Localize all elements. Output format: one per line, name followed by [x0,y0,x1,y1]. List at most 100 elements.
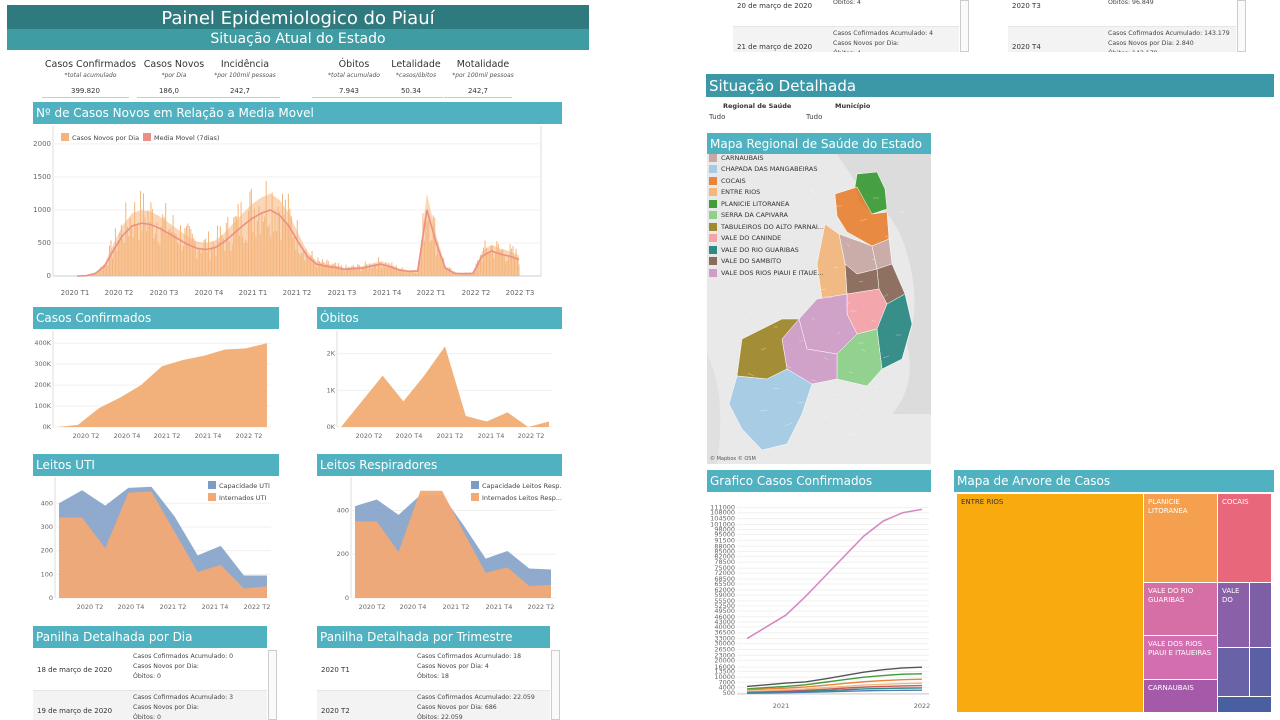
row-detail-line: Óbitos: 0 [133,673,161,680]
map-legend-item[interactable]: VALE DO SAMBITO [709,256,829,268]
row-details: Casos Cofirmados Acumulado: 4 Casos Novos… [833,27,933,52]
treemap-cell[interactable]: VALE DOS RIOS PIAUI E ITAUEIRAS [1144,636,1217,679]
map-legend-item[interactable]: SERRA DA CAPIVARA [709,210,829,222]
treemap-cell[interactable] [1250,648,1271,696]
x-tick-label: 2020 T4 [400,603,427,611]
table-row[interactable]: 2020 T3 Casos Novos por Dia: 2.127Óbitos:… [1008,0,1236,27]
map-legend-item[interactable]: PLANICIE LITORANEA [709,198,829,210]
y-tick-label: 82000 [714,552,735,560]
municipio-filter-value[interactable]: Tudo [806,113,823,121]
treemap-cell-label: COCAIS [1222,498,1249,506]
map-legend-item[interactable]: CARNAUBAIS [709,154,829,164]
map-legend-item[interactable]: VALE DO CANINDE [709,233,829,245]
treemap-cell[interactable] [1218,697,1271,712]
map-legend[interactable]: CARNAUBAIS CHAPADA DAS MANGABEIRAS COCAIS E… [709,154,829,279]
treemap-cell[interactable]: VALE DO [1218,583,1249,647]
y-tick-label: 1500 [33,173,51,181]
table-row[interactable]: 20 de março de 2020 Casos Novos por Dia:Ó… [733,0,959,27]
daily-table[interactable]: 18 de março de 2020 Casos Cofirmados Acum… [33,650,267,720]
map-legend-item[interactable]: VALE DOS RIOS PIAUI E ITAUE... [709,267,829,279]
ventilator-beds-header: Leitos Respiradores [317,454,562,476]
row-details: Casos Novos por Dia: 2.127Óbitos: 96.849 [1108,0,1194,26]
row-details: Casos Cofirmados Acumulado: 143.179 Casos… [1108,27,1230,52]
y-tick-label: 200K [34,381,51,389]
municipality-border [835,393,842,396]
quarter-table-continued-scrollbar[interactable] [1237,0,1246,52]
y-tick-label: 26500 [714,646,735,654]
series-line [746,678,923,691]
y-tick-label: 36500 [714,629,735,637]
regional-map[interactable]: © Mapbox © OSM CARNAUBAIS CHAPADA DAS MAN… [707,154,931,464]
y-tick-label: 68500 [714,575,735,583]
treemap-cell[interactable]: CARNAUBAIS [1144,680,1217,712]
ventilator-beds-chart: 0 200 400 2020 T2 2020 T4 2021 T2 2021 T4 2022 … [317,477,562,619]
y-tick-label: 100 [41,570,53,578]
cases-treemap[interactable]: ENTRE RIOS PLANICIE LITORANEA COCAIS VALE D… [957,494,1271,712]
quarter-table-continued[interactable]: 2020 T3 Casos Novos por Dia: 2.127Óbitos:… [1008,0,1236,52]
municipality-border [775,202,782,206]
series-area [57,343,267,427]
table-row[interactable]: 2020 T4 Casos Cofirmados Acumulado: 143.1… [1008,27,1236,52]
y-tick-label: 0K [327,423,336,431]
municipality-border [897,210,905,214]
treemap-cell[interactable] [1250,583,1271,647]
treemap-cell[interactable]: COCAIS [1218,494,1271,582]
deaths-header: Óbitos [317,307,562,329]
y-tick-label: 49500 [714,607,735,615]
map-legend-item[interactable]: COCAIS [709,175,829,187]
row-detail-line: Casos Cofirmados Acumulado: 143.179 [1108,30,1230,37]
quarter-table[interactable]: 2020 T1 Casos Cofirmados Acumulado: 18 Cas… [317,650,550,720]
row-date: 19 de março de 2020 [37,707,113,715]
y-tick-label: 500 [38,239,51,247]
row-date: 2020 T2 [321,707,350,715]
daily-table-scrollbar[interactable] [268,650,277,720]
municipality-border [896,272,901,275]
table-row[interactable]: 18 de março de 2020 Casos Cofirmados Acum… [33,650,267,691]
quarter-table-scrollbar[interactable] [551,650,560,720]
legend-label: SERRA DA CAPIVARA [721,211,788,220]
row-details: Casos Novos por Dia:Óbitos: 4 [833,0,899,26]
legend-swatch [208,493,216,501]
table-row[interactable]: 21 de março de 2020 Casos Cofirmados Acum… [733,27,959,52]
y-tick-label: 13500 [714,667,735,675]
treemap-cell[interactable]: ENTRE RIOS [957,494,1143,712]
y-tick-label: 16000 [714,663,735,671]
moving-average-line [76,209,520,277]
map-legend-item[interactable]: ENTRE RIOS [709,187,829,199]
treemap-cell-label: ENTRE RIOS [961,498,1004,506]
legend-swatch-new-cases [61,133,69,141]
legend-swatch [471,481,479,489]
legend-swatch [709,199,717,208]
treemap-cell[interactable] [1218,648,1249,696]
map-legend-item[interactable]: CHAPADA DAS MANGABEIRAS [709,164,829,176]
y-tick-label: 104500 [710,515,735,523]
table-row[interactable]: 2020 T2 Casos Cofirmados Acumulado: 22.05… [317,691,550,720]
legend-label: PLANICIE LITORANEA [721,199,790,208]
legend-swatch [709,154,717,162]
row-details: Casos Cofirmados Acumulado: 0 Casos Novos… [133,650,233,690]
row-date: 2020 T1 [321,666,350,674]
table-row[interactable]: 19 de março de 2020 Casos Cofirmados Acum… [33,691,267,720]
treemap-cell-label: PLANICIE LITORANEA [1148,498,1188,515]
treemap-cell[interactable]: PLANICIE LITORANEA [1144,494,1217,582]
map-legend-item[interactable]: TABULEIROS DO ALTO PARNAI... [709,221,829,233]
x-tick-label: 2022 T2 [528,603,555,611]
row-detail-line: Casos Cofirmados Acumulado: 22.059 [417,694,535,701]
y-tick-label: 0K [43,423,52,431]
legend-label: CARNAUBAIS [721,154,764,162]
y-tick-label: 500 [723,689,735,697]
regional-filter-value[interactable]: Tudo [709,113,726,121]
municipality-border [747,372,755,377]
municipality-border [848,371,854,374]
municipality-border [873,385,879,388]
treemap-header: Mapa de Arvore de Casos [954,470,1274,492]
table-row[interactable]: 2020 T1 Casos Cofirmados Acumulado: 18 Cas… [317,650,550,691]
map-legend-item[interactable]: VALE DO RIO GUARIBAS [709,244,829,256]
treemap-cell[interactable]: VALE DO RIO GUARIBAS [1144,583,1217,635]
daily-table-continued-scrollbar[interactable] [960,0,969,52]
municipality-border [797,401,805,404]
municipality-border [761,285,766,290]
kpi-label: Letalidade [391,59,441,70]
y-tick-label: 46000 [714,613,735,621]
